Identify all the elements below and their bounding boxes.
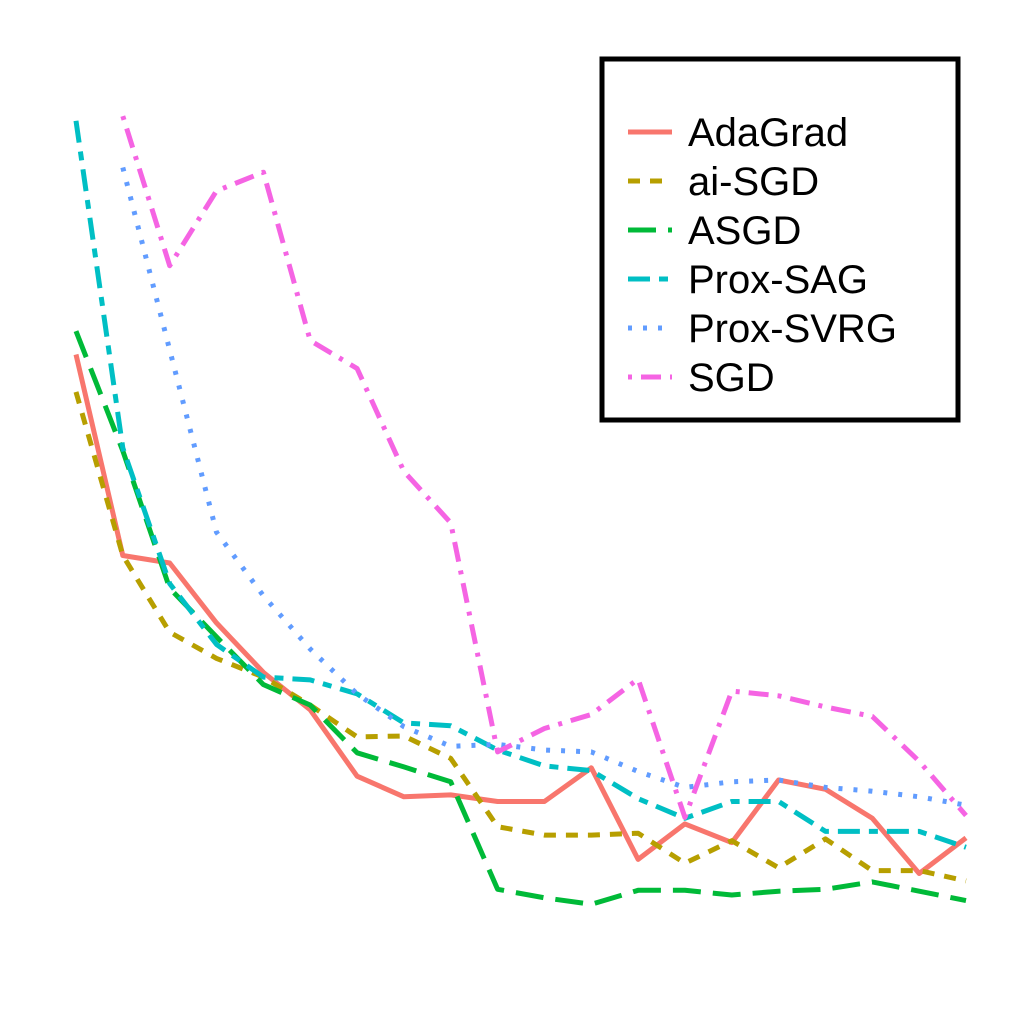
legend-label-ai-sgd: ai-SGD: [688, 160, 819, 204]
legend-label-adagrad: AdaGrad: [688, 111, 848, 155]
legend-item-prox-svrg: Prox-SVRG: [628, 307, 897, 351]
series-layer: [73, 115, 968, 907]
series-line-adagrad: [73, 353, 968, 876]
legend-label-prox-sag: Prox-SAG: [688, 258, 868, 302]
legend-item-ai-sgd: ai-SGD: [628, 160, 819, 204]
legend-label-asgd: ASGD: [688, 209, 801, 253]
legend: AdaGrad ai-SGD ASGD Prox-SAG Prox-SVRG SGD: [599, 56, 961, 423]
legend-label-sgd: SGD: [688, 356, 775, 400]
legend-label-prox-svrg: Prox-SVRG: [688, 307, 897, 351]
legend-items: AdaGrad ai-SGD ASGD Prox-SAG Prox-SVRG SGD: [628, 111, 897, 400]
series-line-asgd: [73, 330, 967, 907]
series-line-sgd: [120, 115, 968, 820]
series-line-prox-sag: [73, 120, 967, 850]
legend-item-sgd: SGD: [628, 356, 775, 400]
legend-item-asgd: ASGD: [628, 209, 801, 253]
legend-item-prox-sag: Prox-SAG: [628, 258, 868, 302]
legend-item-adagrad: AdaGrad: [628, 111, 848, 155]
legend-box: [599, 56, 961, 423]
series-line-prox-svrg: [120, 166, 967, 808]
